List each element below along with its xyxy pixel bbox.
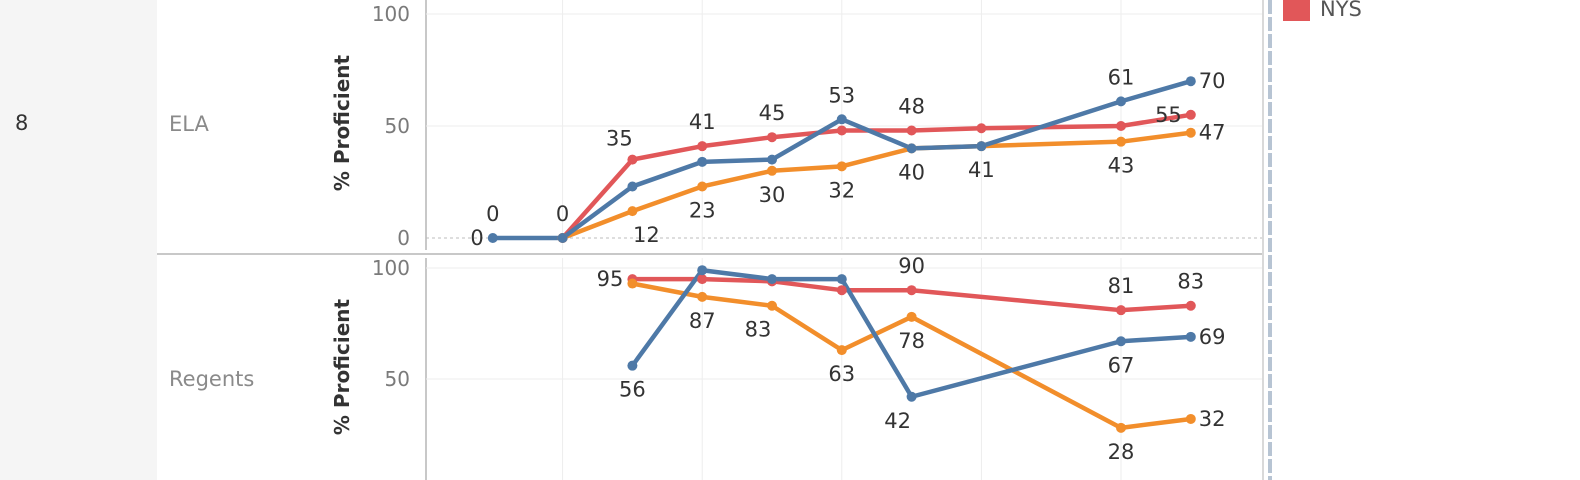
data-label: 0 [486,202,499,226]
y-axis-title: % Proficient [330,298,354,435]
data-point-blue [1185,76,1196,87]
data-point-red [906,125,917,136]
data-point-blue [976,141,987,152]
data-label: 83 [745,318,772,342]
data-label: 55 [1155,103,1182,127]
y-axis-title: % Proficient [330,54,354,191]
data-point-blue [627,181,638,192]
data-point-blue [836,114,847,125]
data-point-orange [627,206,638,217]
data-label: 78 [898,329,925,353]
data-label: 56 [619,378,646,402]
data-point-blue [627,360,638,371]
data-label: 12 [633,223,660,247]
data-label: 41 [968,158,995,182]
y-tick-label: 100 [372,256,410,280]
data-point-red [1185,109,1196,120]
data-label: 87 [689,309,716,333]
data-label: 30 [759,183,786,207]
chart-panel-regents: 50 100 % Proficient 95 56 87 83 63 90 78 42 81 67 28 8… [330,254,1262,480]
data-label: 32 [828,178,855,202]
data-point-red [697,141,708,152]
data-label: 35 [606,127,633,151]
data-label: 0 [556,202,569,226]
data-label: 40 [898,160,925,184]
legend-swatch-nys [1283,0,1310,21]
data-label: 90 [898,254,925,278]
legend-label-nys: NYS [1320,0,1362,21]
data-label: 41 [689,110,716,134]
data-label: 81 [1108,274,1135,298]
data-point-orange [697,181,708,192]
legend: NYS [1283,0,1362,24]
data-label: 0 [470,226,483,250]
data-point-red [906,285,917,296]
data-point-red [836,125,847,136]
data-point-blue [557,233,568,243]
y-tick-label: 50 [385,114,410,138]
data-point-blue [906,143,917,154]
data-label: 45 [759,101,786,125]
data-point-red [697,274,708,285]
data-label: 61 [1108,65,1135,89]
data-point-blue [767,154,777,165]
data-point-blue [767,274,777,285]
data-label: 67 [1108,353,1135,377]
grade-label: 8 [15,111,29,135]
data-label: 28 [1108,440,1135,464]
data-point-blue [1116,336,1126,347]
data-point-blue [697,156,708,167]
data-label: 83 [1177,270,1204,294]
data-label: 43 [1108,154,1135,178]
data-point-red [767,132,777,143]
data-point-orange [906,311,917,322]
data-label: 70 [1199,69,1226,93]
data-point-red [627,154,638,165]
data-point-orange [1116,422,1126,433]
data-point-orange [836,161,847,172]
data-point-orange [1116,136,1126,147]
y-tick-label: 0 [397,226,410,250]
data-label: 23 [689,198,716,222]
data-point-blue [1116,96,1126,107]
data-point-blue [697,265,708,276]
data-label: 42 [884,409,911,433]
data-label: 32 [1199,407,1226,431]
data-point-red [1116,121,1126,131]
subject-label-regents: Regents [169,367,255,391]
data-point-blue [836,274,847,285]
data-point-red [1116,305,1126,316]
data-label: 95 [597,267,624,291]
data-point-blue [906,391,917,402]
data-point-orange [1185,127,1196,138]
data-label: 69 [1199,325,1226,349]
data-point-orange [767,165,777,176]
series-line-blue [490,78,1194,241]
data-label: 53 [828,83,855,107]
data-point-orange [767,300,777,311]
data-point-orange [836,345,847,356]
row-header-column [0,0,157,480]
y-tick-label: 50 [385,367,410,391]
data-point-red [1185,300,1196,311]
subject-label-ela: ELA [169,112,209,136]
data-label: 47 [1199,121,1226,145]
data-label: 63 [828,362,855,386]
data-point-blue [487,233,498,243]
data-point-orange [1185,413,1196,424]
panel-dividers [157,0,1272,480]
data-label: 48 [898,94,925,118]
data-point-orange [627,278,638,289]
data-point-orange [697,291,708,302]
data-point-red [976,123,987,134]
data-point-red [836,285,847,296]
y-tick-label: 100 [372,2,410,26]
data-point-blue [1185,331,1196,342]
